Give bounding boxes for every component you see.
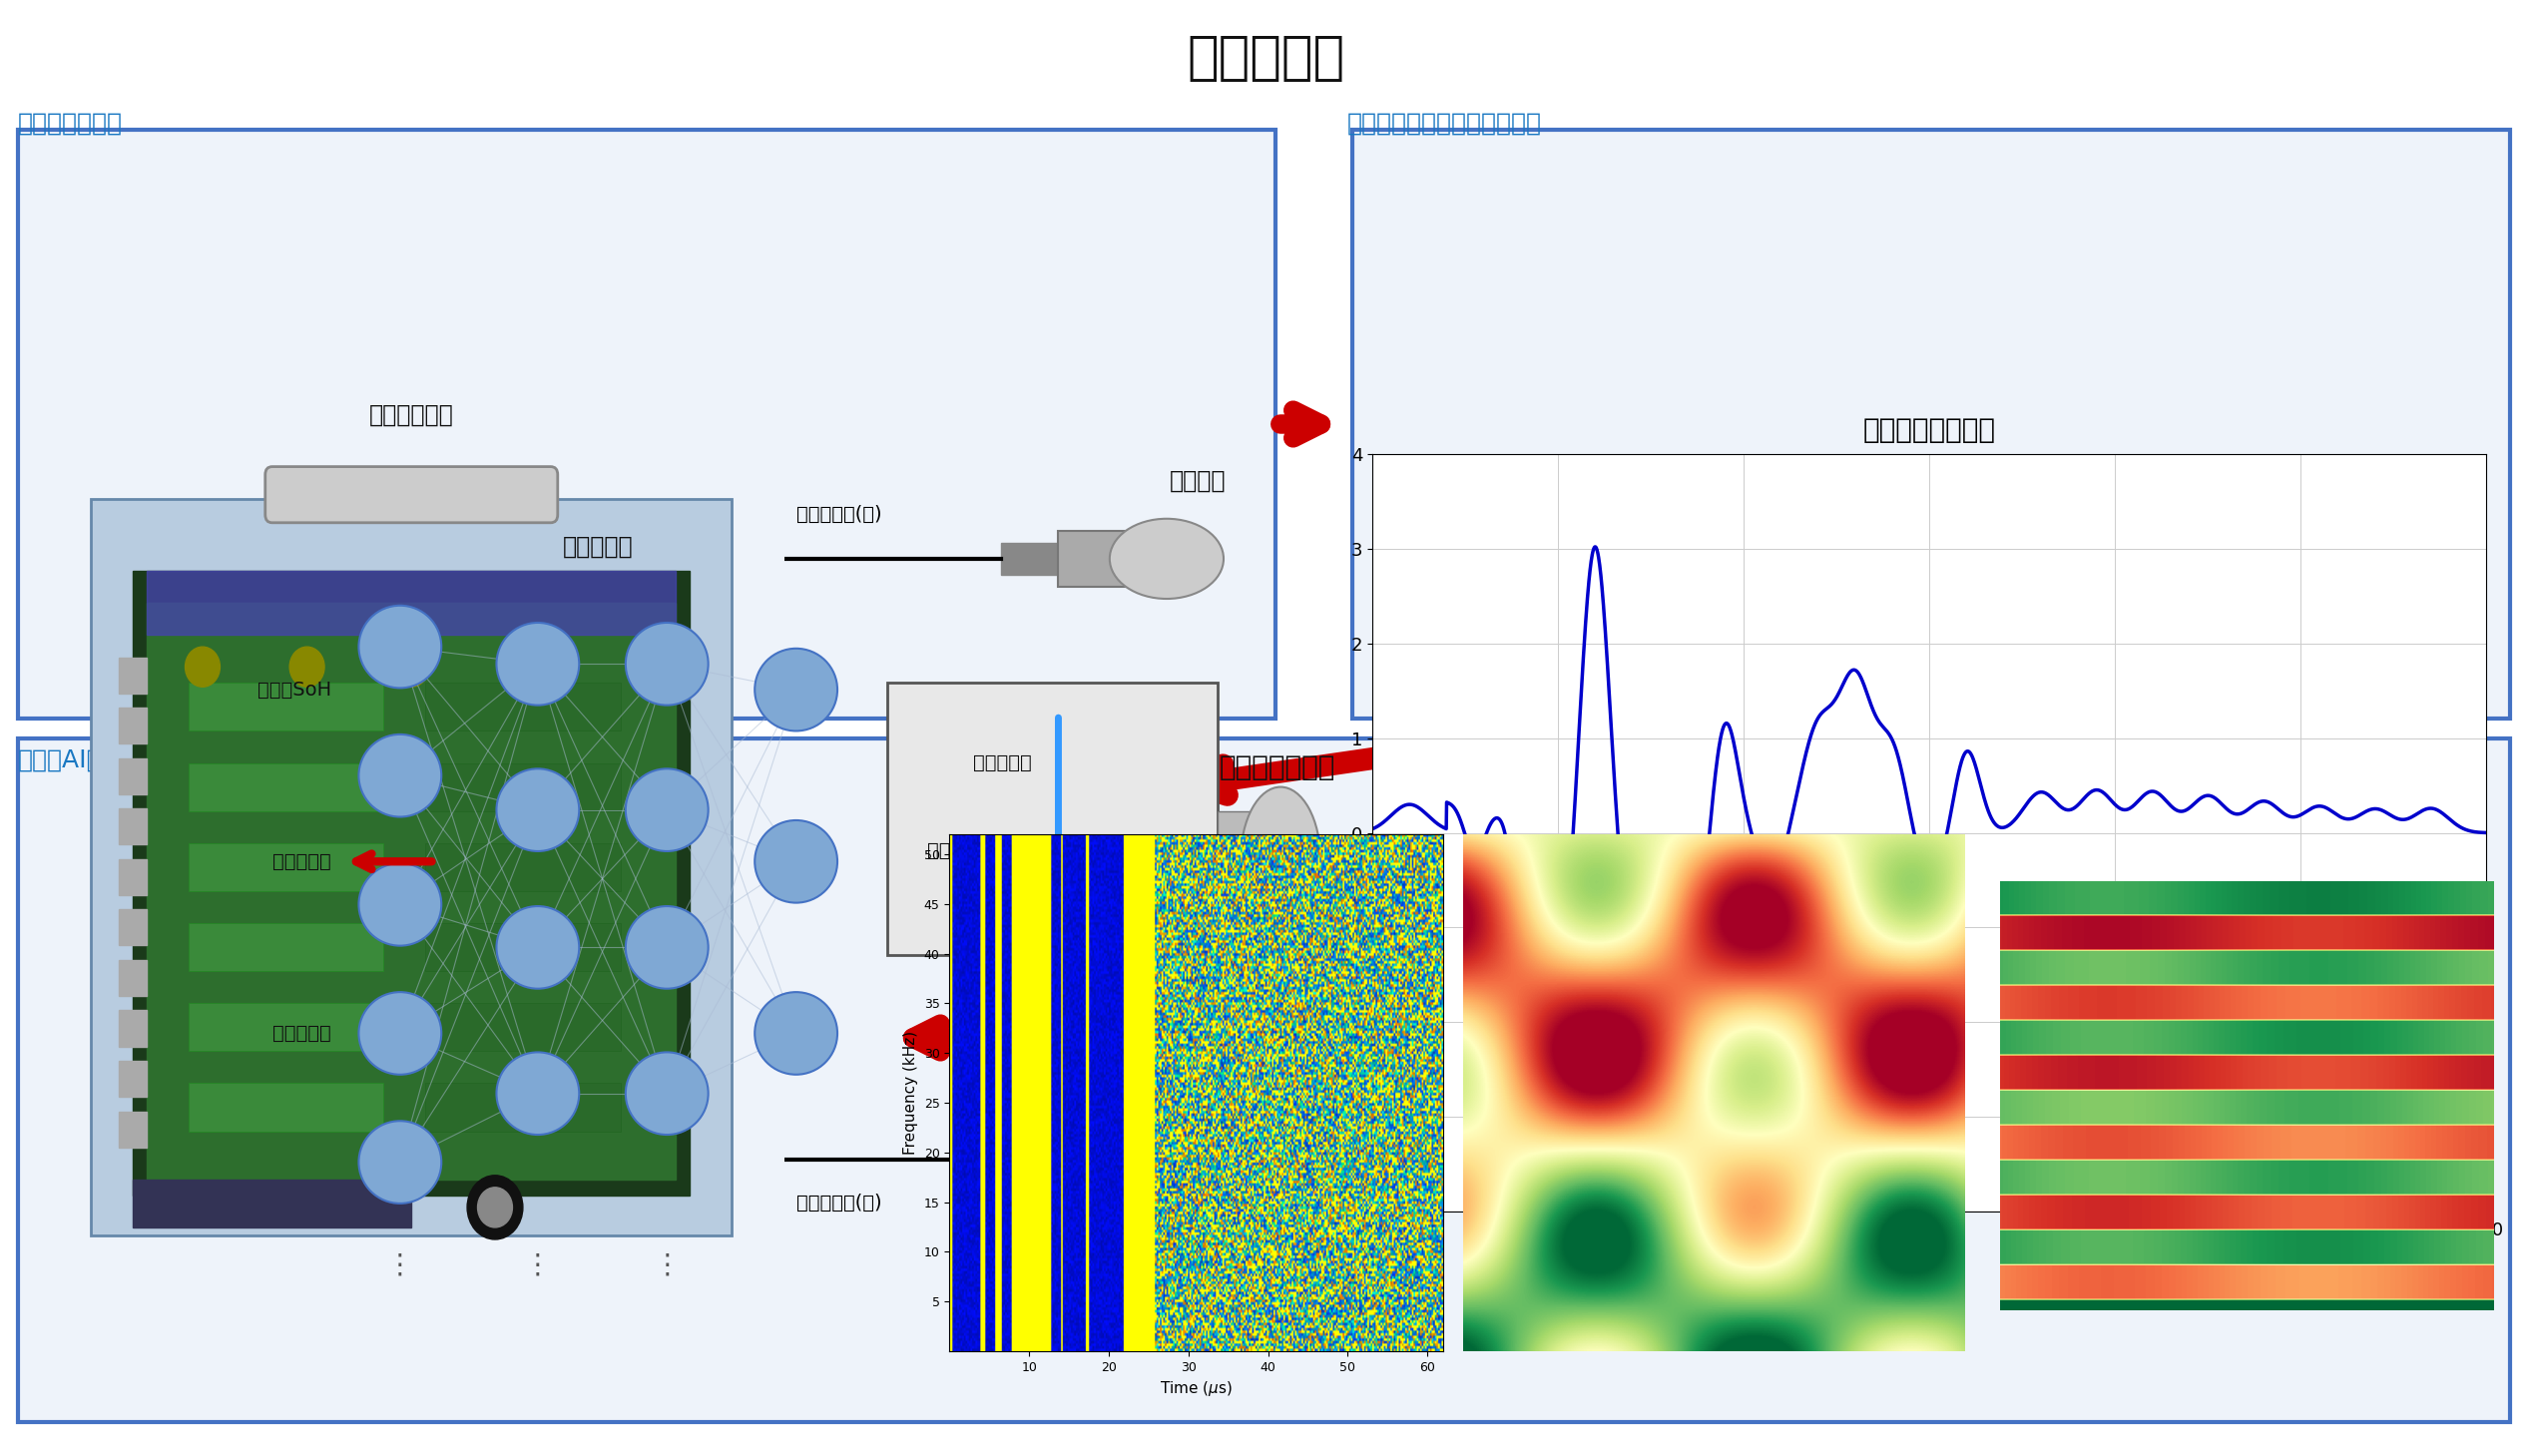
Circle shape <box>360 1121 441 1204</box>
Bar <box>1003 543 1058 575</box>
Circle shape <box>625 1053 709 1134</box>
Bar <box>119 657 147 693</box>
Text: 副產物比率: 副產物比率 <box>273 1024 332 1042</box>
Bar <box>425 923 620 971</box>
Text: ⋮: ⋮ <box>387 1251 413 1280</box>
Circle shape <box>360 606 441 689</box>
Text: 本技術圖示: 本技術圖示 <box>1188 32 1344 84</box>
Circle shape <box>499 646 534 687</box>
Bar <box>119 708 147 744</box>
Bar <box>425 1003 620 1051</box>
Bar <box>425 763 620 811</box>
Text: 資料轉換: 資料轉換 <box>1170 469 1225 494</box>
Bar <box>119 1061 147 1096</box>
Text: 超音波平面分布圖: 超音波平面分布圖 <box>1717 753 1815 773</box>
FancyBboxPatch shape <box>889 683 1218 955</box>
Bar <box>1058 1128 1139 1185</box>
Bar <box>119 1111 147 1147</box>
Text: 超音波收發器: 超音波收發器 <box>370 403 453 427</box>
Circle shape <box>479 1187 511 1227</box>
Text: 類神經網路: 類神經網路 <box>562 536 633 559</box>
Text: 超音波時頻譜圖: 超音波時頻譜圖 <box>1220 753 1334 782</box>
Bar <box>119 960 147 996</box>
Text: ⋮: ⋮ <box>653 1251 681 1280</box>
Title: 鋰電池超音波訊號: 鋰電池超音波訊號 <box>1864 415 1995 444</box>
Circle shape <box>185 646 220 687</box>
Bar <box>190 843 385 891</box>
Circle shape <box>625 769 709 852</box>
Circle shape <box>395 646 428 687</box>
Bar <box>1218 811 1258 907</box>
Text: 使用者可直接判讀分析的資料: 使用者可直接判讀分析的資料 <box>1347 112 1542 135</box>
Text: 本技術硬體部分: 本技術硬體部分 <box>18 112 122 135</box>
Circle shape <box>360 734 441 817</box>
Bar <box>119 910 147 945</box>
Text: 超音波探頭(收): 超音波探頭(收) <box>795 1194 881 1213</box>
Circle shape <box>289 646 324 687</box>
Text: 資料合成: 資料合成 <box>1853 759 1917 785</box>
Bar <box>190 923 385 971</box>
Bar <box>190 1083 385 1131</box>
Text: 超音波切面圖: 超音波切面圖 <box>2228 753 2304 773</box>
Bar <box>190 1003 385 1051</box>
Bar <box>425 683 620 731</box>
FancyBboxPatch shape <box>1352 130 2509 718</box>
Circle shape <box>496 906 580 989</box>
Circle shape <box>755 992 838 1075</box>
Bar <box>1058 531 1139 587</box>
Circle shape <box>496 1053 580 1134</box>
Circle shape <box>755 820 838 903</box>
Ellipse shape <box>1241 786 1322 932</box>
Ellipse shape <box>1109 1117 1223 1197</box>
Circle shape <box>625 623 709 705</box>
Bar <box>147 603 676 1179</box>
Bar <box>1003 1142 1058 1174</box>
Bar <box>190 763 385 811</box>
Bar <box>425 1083 620 1131</box>
Bar <box>147 571 676 635</box>
Bar <box>119 859 147 895</box>
Bar <box>425 843 620 891</box>
Bar <box>119 1010 147 1047</box>
Bar <box>190 683 385 731</box>
Y-axis label: Frequency (kHz): Frequency (kHz) <box>904 1031 919 1155</box>
Text: 本技術AI聲紋辨識系統: 本技術AI聲紋辨識系統 <box>18 748 177 773</box>
Circle shape <box>625 906 709 989</box>
Text: 超音波探頭(發): 超音波探頭(發) <box>795 505 881 524</box>
Circle shape <box>496 623 580 705</box>
Text: 超音波: 超音波 <box>927 842 962 860</box>
Circle shape <box>496 769 580 852</box>
Text: 電解液含量: 電解液含量 <box>273 852 332 871</box>
Text: ⋮: ⋮ <box>524 1251 552 1280</box>
Bar <box>119 759 147 794</box>
Text: 鋰電池SoH: 鋰電池SoH <box>258 680 332 699</box>
Bar <box>119 808 147 844</box>
FancyBboxPatch shape <box>18 130 1276 718</box>
Circle shape <box>468 1175 524 1239</box>
X-axis label: Time ($\mu$s): Time ($\mu$s) <box>1160 1379 1233 1398</box>
Text: (呈現副產物分布深度): (呈現副產物分布深度) <box>2205 788 2327 807</box>
FancyBboxPatch shape <box>266 466 557 523</box>
Circle shape <box>755 648 838 731</box>
Ellipse shape <box>1109 518 1223 598</box>
Circle shape <box>360 863 441 946</box>
Text: 待測鋰電池: 待測鋰電池 <box>972 753 1031 773</box>
Circle shape <box>360 992 441 1075</box>
FancyBboxPatch shape <box>91 498 732 1235</box>
Bar <box>134 1179 413 1227</box>
Text: (呈現電解液分布): (呈現電解液分布) <box>1717 788 1815 807</box>
Bar <box>134 571 691 1195</box>
FancyBboxPatch shape <box>18 738 2509 1423</box>
